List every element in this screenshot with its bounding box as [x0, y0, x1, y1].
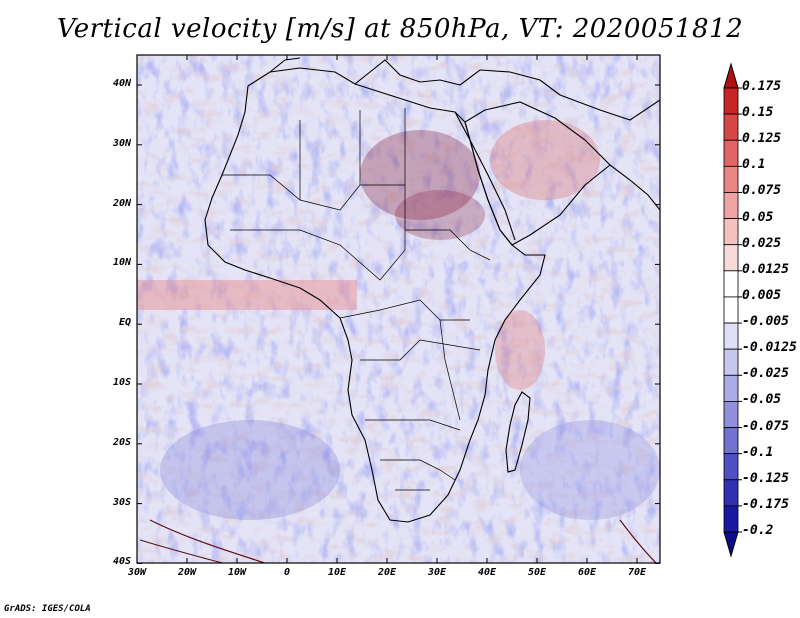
velocity-field: [137, 55, 660, 563]
lat-label: 30S: [112, 496, 131, 508]
colorbar-box: [723, 218, 739, 246]
colorbar: [723, 62, 742, 558]
colorbar-box: [723, 113, 739, 141]
colorbar-label: -0.125: [742, 470, 789, 486]
colorbar-label: 0.0125: [742, 261, 789, 277]
lon-label: 50E: [527, 567, 547, 578]
colorbar-label: -0.2: [742, 523, 774, 538]
colorbar-label: -0.025: [742, 366, 789, 382]
colorbar-label: -0.05: [742, 392, 782, 408]
colorbar-box: [723, 244, 739, 272]
country-borders: [222, 108, 491, 491]
map-frame: [136, 54, 661, 564]
colorbar-label: 0.025: [742, 235, 782, 251]
colorbar-label: -0.1: [742, 444, 774, 460]
lon-label: 30W: [127, 567, 147, 578]
colorbar-box: [723, 427, 739, 455]
colorbar-label: 0.05: [742, 209, 774, 225]
colorbar-min-arrow: [723, 531, 739, 558]
lon-label: 20E: [377, 567, 397, 578]
lon-label: 0: [283, 567, 291, 578]
colorbar-box: [723, 296, 739, 324]
colorbar-label: -0.175: [742, 496, 789, 512]
lat-label: 10N: [112, 257, 131, 269]
colorbar-label: -0.0125: [742, 340, 797, 356]
lon-label: 40E: [477, 567, 497, 578]
colorbar-label: 0.005: [742, 287, 782, 303]
lat-label: 40N: [112, 78, 131, 89]
lat-label: 40S: [112, 556, 131, 568]
colorbar-box: [723, 322, 739, 350]
colorbar-box: [723, 479, 739, 507]
footer-credit: GrADS: IGES/COLA: [4, 604, 91, 614]
lon-label: 30E: [427, 567, 447, 578]
colorbar-max-arrow: [723, 62, 739, 89]
colorbar-box: [723, 401, 739, 428]
colorbar-box: [723, 374, 739, 402]
map-title: Vertical velocity [m/s] at 850hPa, VT: 2…: [56, 14, 744, 44]
colorbar-label: 0.075: [742, 183, 782, 199]
colorbar-label: 0.175: [742, 79, 782, 94]
colorbar-box: [723, 87, 739, 115]
lat-label: 20N: [112, 197, 131, 209]
lon-label: 10E: [327, 567, 347, 578]
coastlines: [204, 57, 660, 523]
colorbar-label: 0.125: [742, 131, 782, 147]
colorbar-box: [723, 192, 739, 219]
colorbar-label: 0.15: [742, 105, 774, 121]
lon-label: 10W: [227, 567, 247, 578]
colorbar-box: [723, 505, 739, 533]
lat-label: EQ: [118, 317, 131, 329]
colorbar-box: [723, 165, 739, 193]
colorbar-box: [723, 270, 739, 298]
lat-label: 10S: [112, 377, 131, 388]
colorbar-box: [723, 453, 739, 481]
colorbar-label: -0.075: [742, 418, 789, 434]
colorbar-box: [723, 139, 739, 167]
lon-label: 20W: [177, 567, 197, 578]
colorbar-label: -0.005: [742, 314, 789, 330]
colorbar-box: [723, 348, 739, 376]
lon-label: 60E: [577, 567, 597, 578]
colorbar-label: 0.1: [742, 157, 766, 173]
lon-label: 70E: [627, 567, 647, 578]
lat-label: 30N: [112, 137, 131, 149]
lat-label: 20S: [112, 436, 131, 448]
